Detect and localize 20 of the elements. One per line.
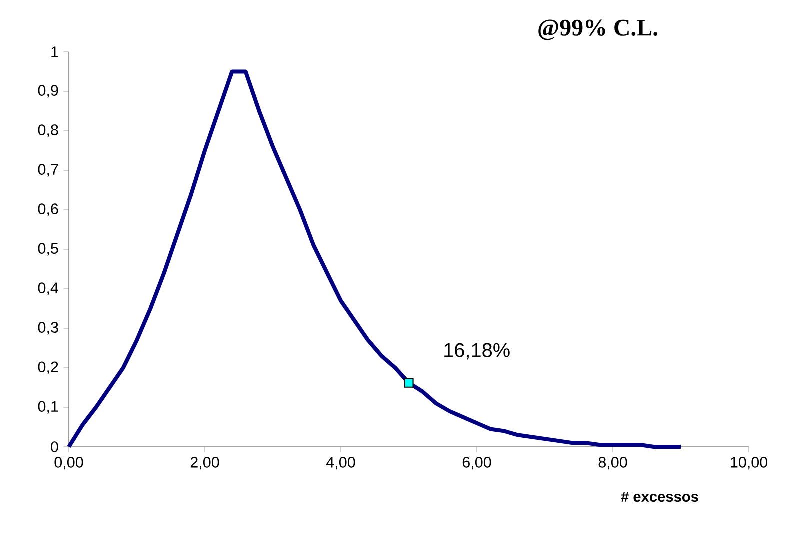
y-tick-label: 0,9	[38, 85, 58, 98]
x-tick-label: 8,00	[598, 457, 628, 470]
x-tick-label: 10,00	[731, 457, 768, 470]
x-tick-label: 4,00	[326, 457, 356, 470]
y-tick-label: 0,1	[38, 401, 58, 414]
y-tick-label: 0,3	[38, 322, 58, 335]
y-tick-label: 1	[52, 46, 58, 58]
x-tick-label: 2,00	[190, 457, 220, 470]
annotation: 16,18%	[444, 343, 510, 360]
y-tick-label: 0,5	[38, 243, 58, 256]
x-tick-label: 6,00	[462, 457, 492, 470]
y-tick-label: 0,8	[38, 124, 58, 138]
y-tick-label: 0,7	[38, 164, 58, 177]
y-tick-label: 0,6	[38, 204, 58, 216]
y-tick-label: 0,2	[38, 362, 58, 374]
y-tick-label: 0	[51, 442, 58, 452]
x-tick-label: 0,00	[54, 457, 84, 470]
y-tick-label: 0,4	[38, 282, 59, 296]
chart-title: @99% C.L.	[538, 20, 658, 40]
x-axis-title: # excessos	[621, 492, 698, 502]
